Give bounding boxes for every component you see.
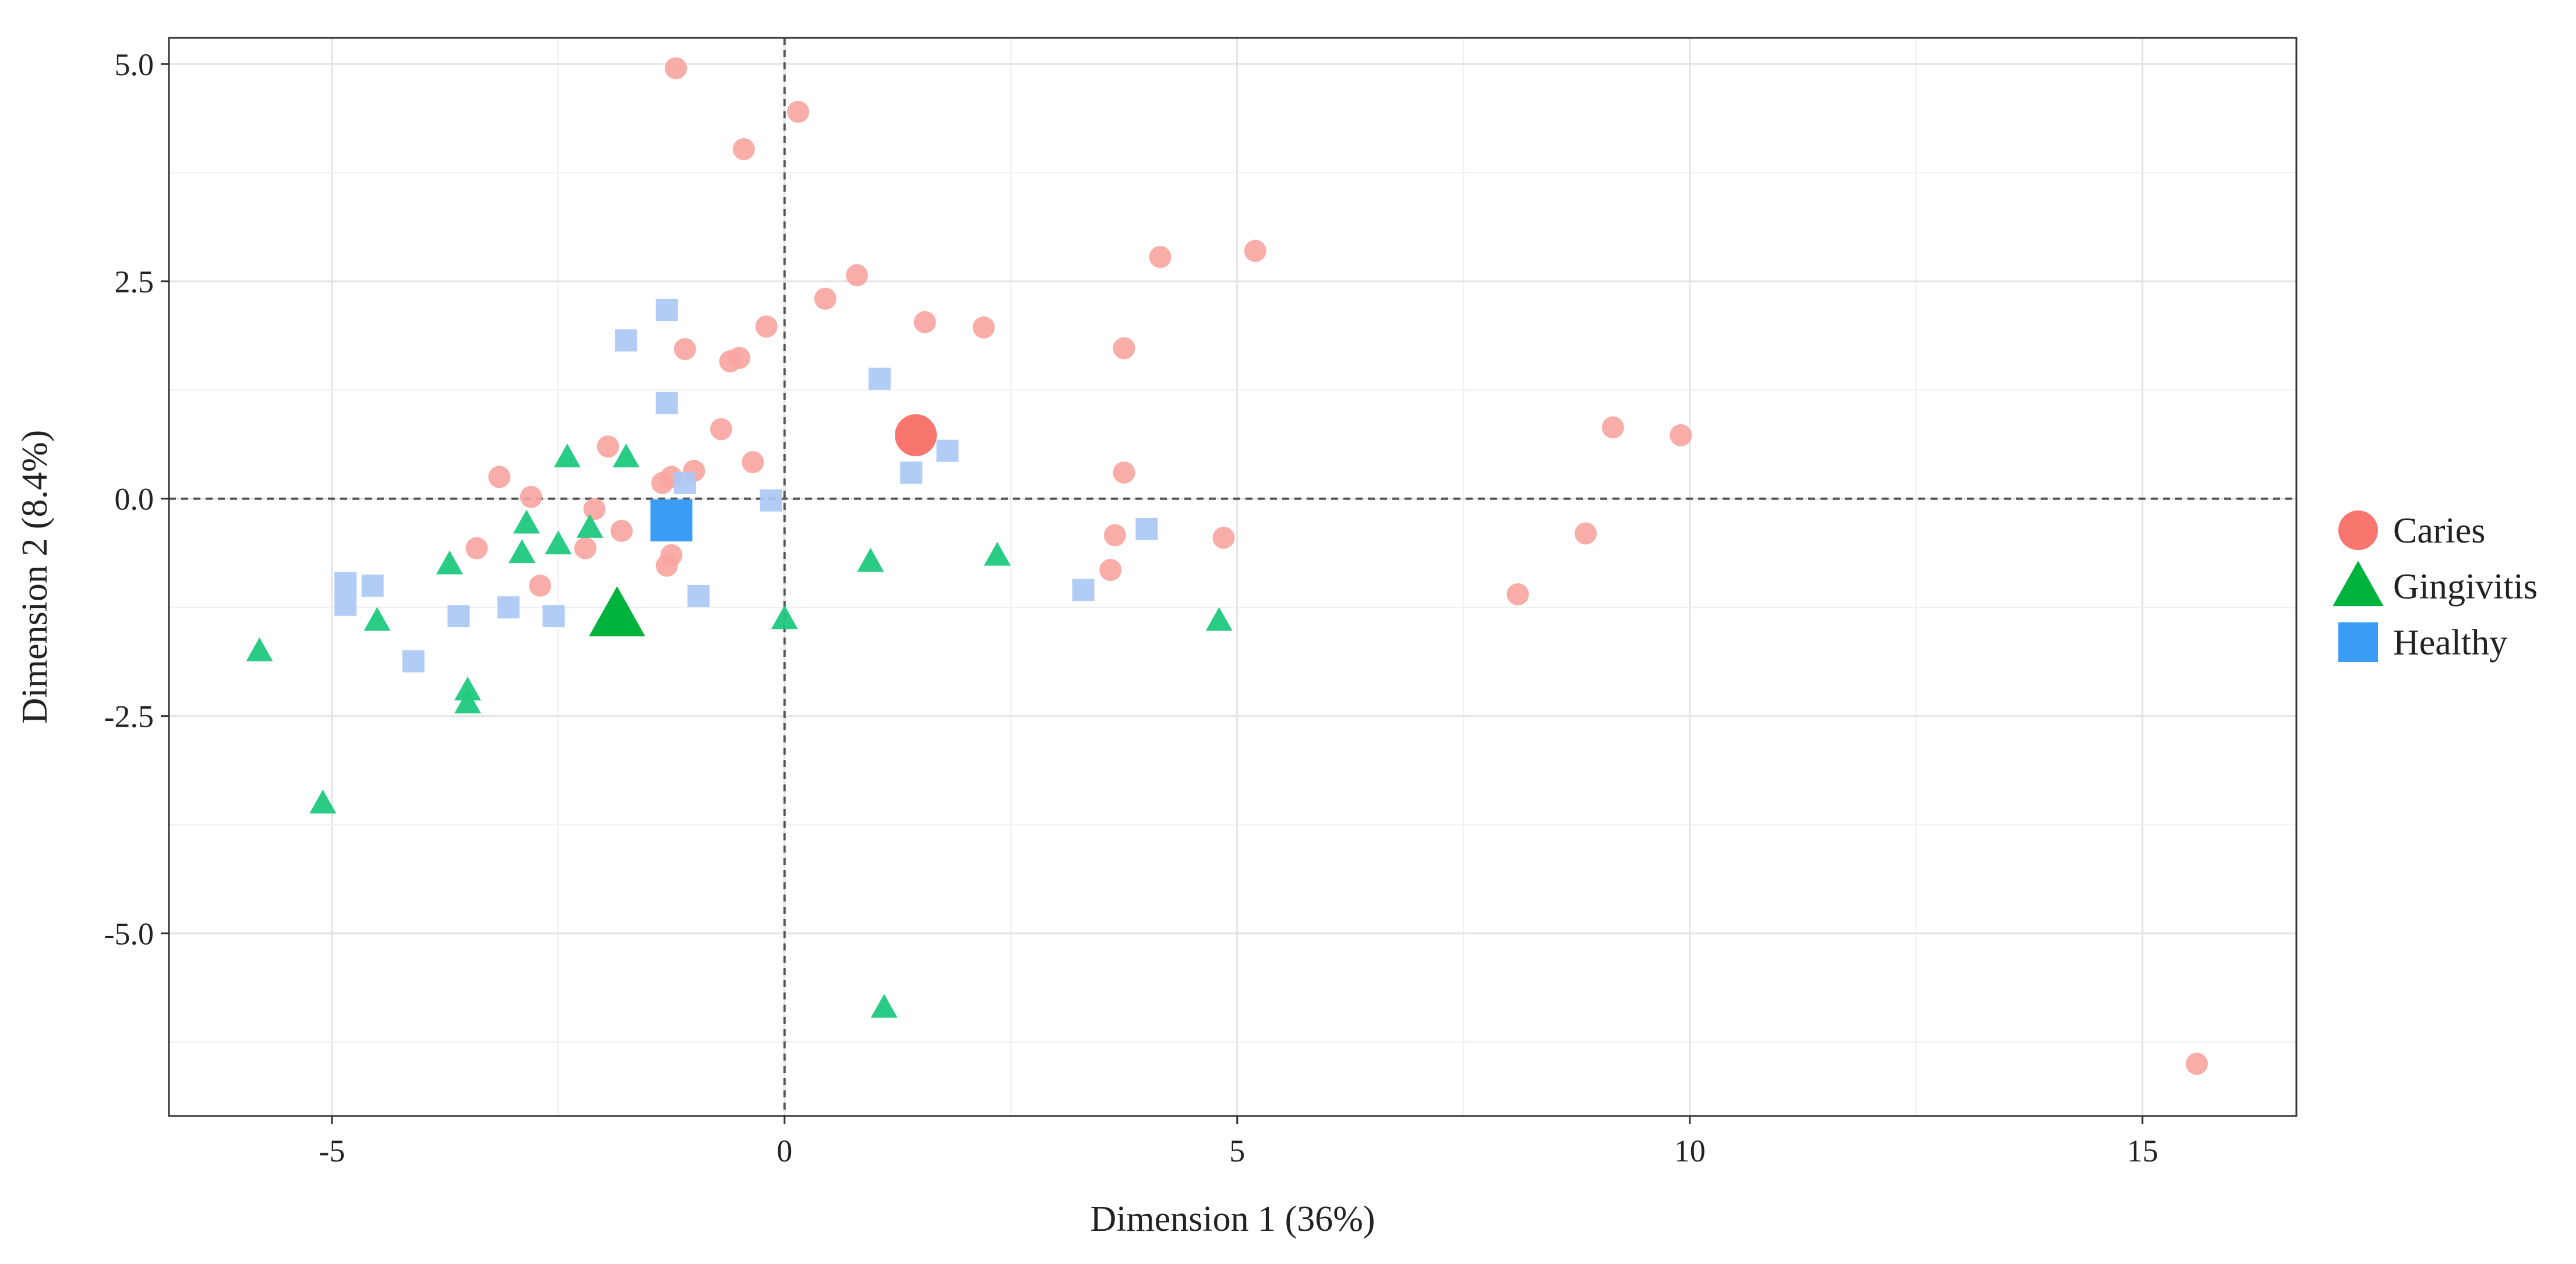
x-tick-label: 5 xyxy=(1229,1133,1245,1168)
caries-point xyxy=(913,311,936,333)
caries-point xyxy=(1149,245,1171,268)
healthy-point xyxy=(687,585,710,607)
healthy-point xyxy=(542,605,565,628)
axes: -5 0 5 10 15 5.0 2.5 0.0 -2.5 -5.0 xyxy=(104,47,2158,1168)
data-points xyxy=(246,57,2208,1075)
gingivitis-point xyxy=(454,689,481,714)
gingivitis-point xyxy=(513,509,540,534)
legend-caries-key xyxy=(2338,510,2378,550)
y-tick-label: 0.0 xyxy=(115,482,154,517)
healthy-point xyxy=(900,461,923,484)
gingivitis-point xyxy=(983,541,1011,566)
x-tick-label: -5 xyxy=(319,1133,345,1168)
gingivitis-point xyxy=(454,676,481,700)
gingivitis-point xyxy=(553,443,581,468)
caries-point xyxy=(814,287,837,310)
caries-point xyxy=(972,316,995,339)
caries-point xyxy=(597,435,619,458)
caries-point xyxy=(1113,337,1135,360)
healthy-point xyxy=(361,574,384,597)
caries-point xyxy=(665,57,687,80)
caries-point xyxy=(1244,240,1266,262)
healthy-point xyxy=(334,593,357,616)
gingivitis-point xyxy=(857,548,884,572)
caries-point xyxy=(583,498,606,520)
gingivitis-point xyxy=(436,550,463,575)
legend: Caries Gingivitis Healthy xyxy=(2332,510,2538,663)
gingivitis-point xyxy=(870,994,898,1018)
y-tick-label: -5.0 xyxy=(104,917,154,952)
y-axis-title: Dimension 2 (8.4%) xyxy=(15,430,55,724)
healthy-point xyxy=(1072,579,1095,601)
healthy-point xyxy=(655,298,678,321)
plot-border xyxy=(168,37,2298,1117)
legend-caries-label: Caries xyxy=(2393,511,2485,551)
caries-point xyxy=(529,574,552,597)
gingivitis-point xyxy=(771,605,798,629)
plot-background xyxy=(169,38,2296,1116)
legend-gingivitis-key xyxy=(2332,561,2384,607)
caries-point xyxy=(520,485,542,508)
x-tick-label: 15 xyxy=(2127,1133,2158,1168)
caries-point xyxy=(673,338,696,361)
gingivitis-point xyxy=(1205,607,1233,631)
gingivitis-point xyxy=(576,513,604,538)
gingivitis-point xyxy=(309,789,337,814)
gingivitis-point xyxy=(246,637,273,661)
caries-point xyxy=(465,537,488,559)
caries-point xyxy=(1506,583,1529,605)
caries-point xyxy=(488,466,511,488)
healthy-point xyxy=(655,392,678,414)
healthy-point xyxy=(447,605,470,628)
gingivitis-point xyxy=(364,607,391,631)
caries-point xyxy=(2186,1052,2208,1075)
healthy-centroid xyxy=(650,499,693,542)
y-tick-label: 5.0 xyxy=(115,47,154,82)
caries-point xyxy=(1212,526,1235,549)
group-centroids xyxy=(588,414,937,636)
gingivitis-point xyxy=(509,539,536,564)
caries-point xyxy=(574,537,597,559)
healthy-point xyxy=(673,471,696,494)
caries-point xyxy=(742,451,764,474)
healthy-point xyxy=(334,572,357,594)
caries-point xyxy=(1099,559,1122,582)
reference-lines xyxy=(169,38,2296,1116)
caries-point xyxy=(755,315,778,338)
gingivitis-point xyxy=(545,530,572,555)
y-tick-label: -2.5 xyxy=(104,699,154,734)
caries-centroid xyxy=(895,414,937,456)
gingivitis-centroid xyxy=(588,586,645,636)
caries-point xyxy=(655,554,678,577)
caries-point xyxy=(1575,522,1597,545)
grid xyxy=(169,38,2296,1116)
caries-point xyxy=(846,264,869,287)
caries-point xyxy=(710,418,732,441)
caries-point xyxy=(1670,424,1692,446)
x-axis-title: Dimension 1 (36%) xyxy=(1090,1199,1375,1239)
caries-point xyxy=(1601,416,1624,439)
caries-point xyxy=(787,100,810,123)
caries-point xyxy=(1103,524,1126,547)
gingivitis-point xyxy=(612,443,640,468)
healthy-point xyxy=(402,650,425,673)
caries-point xyxy=(728,347,751,369)
legend-healthy-key xyxy=(2338,622,2378,662)
legend-gingivitis-label: Gingivitis xyxy=(2393,567,2538,607)
x-tick-label: 10 xyxy=(1674,1133,1706,1168)
healthy-point xyxy=(1135,517,1158,540)
legend-healthy-label: Healthy xyxy=(2393,623,2507,663)
healthy-point xyxy=(615,329,637,352)
healthy-point xyxy=(936,439,959,462)
caries-point xyxy=(651,471,673,494)
healthy-point xyxy=(497,596,520,619)
y-tick-label: 2.5 xyxy=(115,265,154,300)
healthy-point xyxy=(868,367,891,390)
caries-point xyxy=(732,138,755,160)
x-tick-label: 0 xyxy=(777,1133,792,1168)
caries-point xyxy=(1113,461,1135,484)
healthy-point xyxy=(760,489,782,512)
caries-point xyxy=(611,519,633,542)
